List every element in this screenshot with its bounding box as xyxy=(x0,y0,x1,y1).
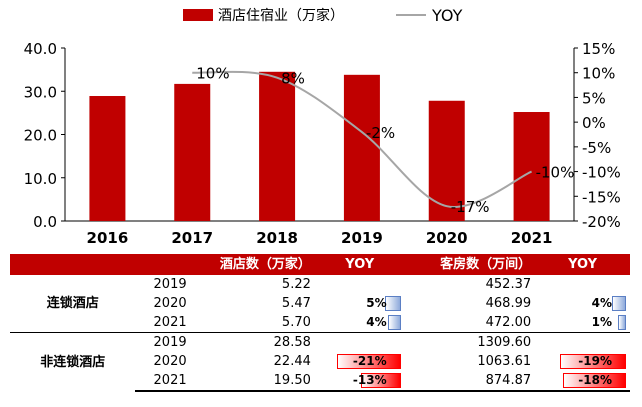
room-yoy-cell: 4% xyxy=(535,294,630,313)
yoy-label-2020: -17% xyxy=(451,198,490,216)
yoy-value: 4% xyxy=(366,315,387,329)
x-tick-label: 2021 xyxy=(511,229,553,247)
year-cell: 2020 xyxy=(153,296,187,311)
rooms-cell: 1309.60 xyxy=(404,332,536,352)
group-name: 连锁酒店 xyxy=(46,296,99,311)
yoy-value: -19% xyxy=(578,354,612,368)
yoy-value: -13% xyxy=(352,373,387,387)
year-cell: 2021 xyxy=(153,315,187,330)
rooms-cell: 452.37 xyxy=(485,277,532,292)
left-tick-label: 10.0 xyxy=(24,170,57,188)
bar-2018 xyxy=(259,71,296,221)
yoy-label-2017: 10% xyxy=(196,65,229,83)
yoy-line-series xyxy=(192,70,532,208)
yoy-value: 1% xyxy=(591,315,612,329)
yoy-value: -21% xyxy=(352,354,387,368)
table-header-row: 酒店数（万家） YOY 客房数（万间） YOY xyxy=(10,254,630,275)
hotel-yoy-cell: -13% xyxy=(314,371,405,392)
header-hotels: 酒店数（万家） xyxy=(204,254,315,275)
yoy-databar xyxy=(361,373,401,388)
table-row: 2020 22.44 -21% 1063.61 -19% xyxy=(10,352,630,371)
bar-2017 xyxy=(174,83,211,222)
table-row: 非连锁酒店 2019 28.58 1309.60 xyxy=(10,332,630,391)
chart-legend: 酒店住宿业（万家） YOY xyxy=(183,6,463,25)
year-cell: 2019 xyxy=(135,332,205,352)
right-tick-label: -20% xyxy=(582,213,621,231)
x-tick-label: 2019 xyxy=(341,229,383,247)
yoy-databar xyxy=(388,315,401,330)
right-tick-label: -15% xyxy=(582,188,621,206)
year-cell: 2020 xyxy=(153,354,187,369)
rooms-cell: 468.99 xyxy=(485,296,532,311)
bar-2019 xyxy=(343,74,380,221)
table-row: 2021 19.50 -13% 874.87 -18% xyxy=(10,371,630,392)
right-tick-label: -5% xyxy=(582,139,611,157)
right-tick-label: 0% xyxy=(582,114,606,132)
table-row: 2021 5.70 4% 472.00 1% xyxy=(10,313,630,333)
hotel-yoy-cell: 4% xyxy=(315,313,405,333)
yoy-value: 5% xyxy=(366,296,387,310)
legend-bar-swatch xyxy=(183,9,213,21)
chart-axes: 0.0 10.0 20.0 30.0 40.0 -20% -15% -10% -5% 0% 5% 10… xyxy=(24,40,621,247)
header-hotel-yoy: YOY xyxy=(314,254,405,275)
table-row: 连锁酒店 2019 5.22 452.37 xyxy=(10,275,630,311)
room-yoy-cell: -19% xyxy=(535,352,630,371)
x-tick-label: 2018 xyxy=(256,229,298,247)
hotel-yoy-cell xyxy=(314,332,405,352)
right-tick-label: 5% xyxy=(582,89,606,107)
group-name: 非连锁酒店 xyxy=(10,332,136,391)
hotels-cell: 28.58 xyxy=(204,332,315,352)
bar-series xyxy=(89,71,550,222)
hotel-stats-table: 酒店数（万家） YOY 客房数（万间） YOY 连锁酒店 2019 5.22 452.… xyxy=(10,254,630,392)
hotel-yoy-cell: 5% xyxy=(315,294,405,313)
yoy-databar xyxy=(385,296,401,311)
rooms-cell: 874.87 xyxy=(404,371,536,392)
hotel-yoy-cell xyxy=(315,275,405,294)
right-tick-label: 15% xyxy=(582,40,615,58)
bar-2021 xyxy=(513,112,550,221)
rooms-cell: 472.00 xyxy=(485,315,532,330)
left-tick-label: 30.0 xyxy=(24,83,57,101)
room-yoy-cell xyxy=(535,275,630,294)
hotels-cell: 5.22 xyxy=(281,277,311,292)
left-tick-label: 20.0 xyxy=(24,127,57,145)
yoy-label-2021: -10% xyxy=(536,164,575,182)
yoy-label-2019: -2% xyxy=(366,124,395,142)
data-labels: 10% 8% -2% -17% -10% xyxy=(196,65,574,216)
hotels-cell: 5.70 xyxy=(281,315,311,330)
x-tick-label: 2016 xyxy=(87,229,129,247)
left-tick-label: 40.0 xyxy=(24,40,57,58)
room-yoy-cell: 1% xyxy=(535,313,630,333)
hotel-yoy-cell: -21% xyxy=(315,352,405,371)
yoy-value: -18% xyxy=(578,373,612,387)
x-tick-label: 2020 xyxy=(426,229,468,247)
right-tick-label: 10% xyxy=(582,65,615,83)
hotels-cell: 5.47 xyxy=(281,296,311,311)
yoy-databar xyxy=(563,373,626,388)
x-tick-label: 2017 xyxy=(171,229,213,247)
yoy-databar xyxy=(336,354,401,369)
hotel-chart: 酒店住宿业（万家） YOY 0.0 10.0 20.0 30.0 40.0 -20% -15%… xyxy=(24,6,621,247)
left-tick-label: 0.0 xyxy=(33,213,57,231)
hotels-cell: 22.44 xyxy=(273,354,311,369)
room-yoy-cell xyxy=(535,332,630,352)
rooms-cell: 1063.61 xyxy=(477,354,532,369)
yoy-value: 4% xyxy=(591,296,612,310)
header-room-yoy: YOY xyxy=(535,254,630,275)
year-cell: 2019 xyxy=(153,277,187,292)
room-yoy-cell: -18% xyxy=(535,371,630,392)
yoy-line xyxy=(192,70,532,208)
right-tick-label: -10% xyxy=(582,164,621,182)
yoy-databar xyxy=(618,315,626,330)
hotels-cell: 19.50 xyxy=(204,371,315,392)
bar-2016 xyxy=(89,96,126,221)
yoy-databar xyxy=(560,354,626,369)
yoy-label-2018: 8% xyxy=(281,70,305,88)
table-row: 2020 5.47 5% 468.99 4% xyxy=(10,294,630,313)
legend-bar-label: 酒店住宿业（万家） xyxy=(218,7,344,24)
legend-line-label: YOY xyxy=(431,6,463,25)
yoy-databar xyxy=(612,296,626,311)
year-cell: 2021 xyxy=(135,371,205,392)
header-rooms: 客房数（万间） xyxy=(404,254,536,275)
